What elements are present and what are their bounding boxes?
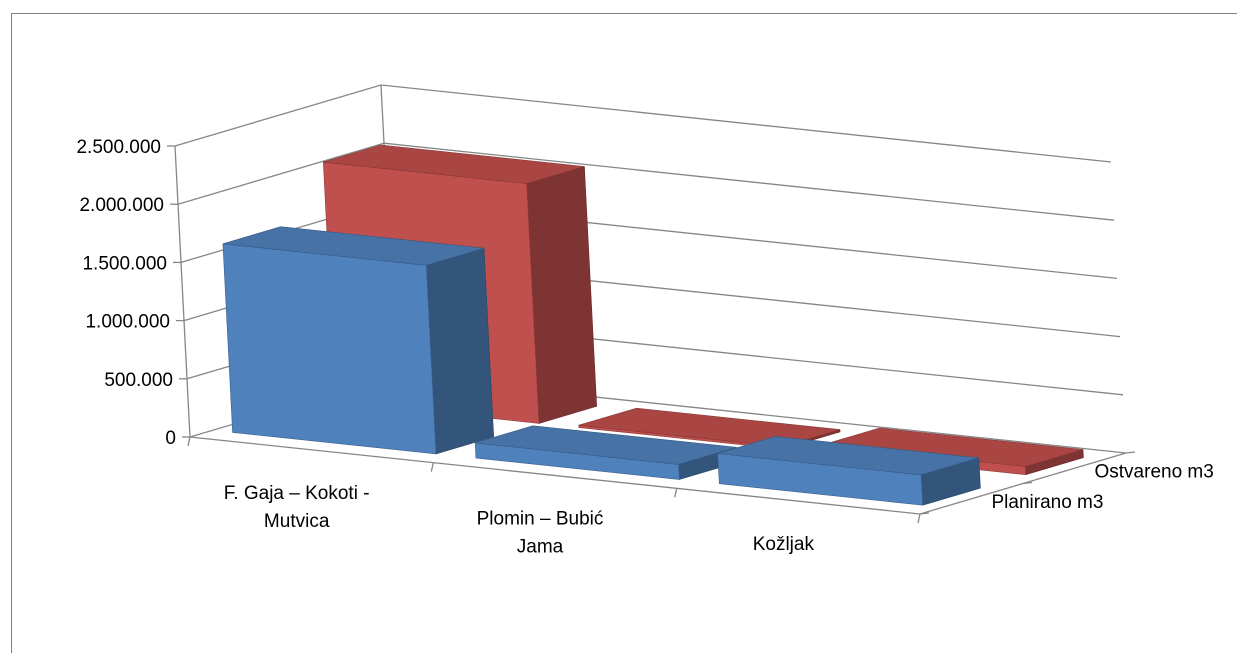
depth-tick-mark <box>919 512 930 515</box>
gridline <box>174 84 1112 163</box>
category-label: Plomin – Bubić Jama <box>477 509 604 558</box>
value-tick-label: 500.000 <box>104 370 173 391</box>
category-tick-mark <box>430 462 434 472</box>
value-axis-line <box>174 145 191 438</box>
series-label: Ostvareno m3 <box>1095 461 1214 482</box>
category-label: F. Gaja – Kokoti - Mutvica <box>224 483 370 532</box>
series-label: Planirano m3 <box>992 492 1104 513</box>
depth-tick-mark <box>1022 481 1033 485</box>
category-axis-line <box>189 436 921 515</box>
bar-top-face <box>475 425 737 465</box>
category-label-line: Mutvica <box>264 511 330 532</box>
bar-top-face <box>323 144 585 184</box>
chart-frame <box>11 13 1237 653</box>
bar-planirano-m3 <box>474 425 738 480</box>
bar-top-face <box>717 436 979 476</box>
category-tick-mark <box>674 488 678 498</box>
category-label-line: Jama <box>517 537 564 558</box>
value-tick-label: 0 <box>165 428 176 449</box>
bar-side-face <box>425 247 495 455</box>
value-tick-label: 1.500.000 <box>82 253 167 274</box>
category-label-line: Kožljak <box>753 534 815 555</box>
gridline <box>177 142 1115 221</box>
bar-planirano-m3 <box>717 436 981 506</box>
category-label-line: Plomin – Bubić <box>477 509 604 530</box>
category-label-line: F. Gaja – Kokoti - <box>224 483 370 504</box>
depth-tick-mark <box>1125 451 1136 454</box>
value-tick-label: 2.000.000 <box>79 195 164 216</box>
value-tick-label: 2.500.000 <box>76 137 161 158</box>
bar-front-face <box>222 243 437 455</box>
bar-planirano-m3 <box>222 226 495 455</box>
category-tick-mark <box>917 513 921 524</box>
bars <box>222 144 1084 506</box>
bar-top-face <box>222 226 485 266</box>
category-tick-mark <box>187 436 191 447</box>
value-tick-label: 1.000.000 <box>85 312 170 333</box>
category-label: Kožljak <box>753 534 815 555</box>
